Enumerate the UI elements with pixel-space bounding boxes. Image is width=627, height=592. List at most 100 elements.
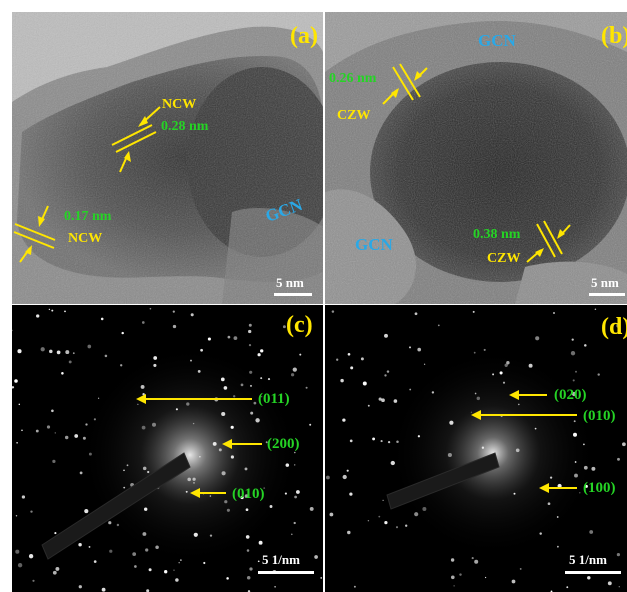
diffraction-spot [372,437,376,441]
diffraction-spot [515,448,520,453]
diffraction-spot [575,370,577,373]
diffraction-spot [30,510,33,513]
diffraction-spot [153,363,157,367]
spot-label-d-020: (020) [554,387,587,403]
spot-arrow-c-011 [136,394,252,404]
diffraction-spot [414,312,418,316]
diffraction-spot [149,307,152,310]
diffraction-spot [192,422,195,425]
diffraction-spot [296,490,300,494]
diffraction-spot [79,471,83,475]
diffraction-spot [331,310,335,313]
diffraction-spot [240,383,244,387]
diffraction-spot [481,446,485,449]
diffraction-spot [18,403,21,406]
diffraction-spot [88,452,92,456]
diffraction-spot [349,492,353,496]
panel-a-label: (a) [290,23,318,49]
diffraction-spot [255,418,260,423]
diffraction-spot [51,309,54,312]
diffraction-spot [245,508,249,512]
diffraction-spot [123,486,126,489]
diffraction-spot [492,373,495,376]
lattice-fringe-marker-a2 [13,205,56,263]
diffraction-spot [260,377,263,380]
diffraction-spot [292,367,297,372]
diffraction-spot [250,411,254,415]
scale-bar-c [258,571,314,574]
diffraction-spot [100,317,104,321]
diffraction-spot [258,540,263,545]
diffraction-spot [274,585,276,588]
diffraction-spot [14,379,18,383]
diffraction-spot [116,523,120,527]
diffraction-spot [474,392,477,395]
diffraction-spot [220,377,225,382]
diffraction-spot [305,386,308,389]
diffraction-spot [40,347,45,352]
diffraction-spot [309,423,312,426]
diffraction-spot [221,471,226,476]
diffraction-spot [78,542,82,547]
diffraction-spot [21,495,26,499]
diffraction-spot [269,505,273,508]
diffraction-spot [230,455,234,459]
diffraction-spot [263,487,266,489]
diffraction-spot [123,469,125,472]
diffraction-spot [320,577,323,579]
diffraction-spot [556,516,559,518]
diffraction-spot [230,425,234,429]
diffraction-spot [470,411,473,413]
diffraction-spot [290,373,295,377]
diffraction-spot [594,308,597,310]
diffraction-spot [17,349,22,354]
diffraction-spot [142,532,147,536]
diffraction-spot [340,378,344,383]
diffraction-spot [248,323,252,327]
scale-bar-label-b: 5 nm [591,275,619,290]
diffraction-spot [203,561,206,565]
diffraction-spot [579,492,581,494]
diffraction-spot [54,532,57,535]
diffraction-spot [15,549,20,554]
diffraction-spot [54,432,57,434]
diffraction-spot [265,441,268,444]
diffraction-spot [291,533,293,536]
diffraction-spot [48,308,51,311]
panel-d-saed: (d) (020) (010) (100) 5 1/nm [325,305,627,592]
diffraction-spot [553,312,555,314]
diffraction-spot [572,379,575,382]
diffraction-spot [459,573,462,576]
diffraction-spot [449,420,454,425]
diffraction-spot [535,336,540,341]
diffraction-spot [109,549,113,553]
diffraction-spot [190,359,192,362]
diffraction-spot [423,363,426,365]
diffraction-spot [87,344,92,349]
diffraction-spot [246,575,251,580]
diffraction-spot [253,401,257,405]
diffraction-spot [226,577,229,580]
diffraction-spot [260,349,264,353]
diffraction-spot [17,563,23,568]
panel-a-micrograph [12,12,323,304]
diffraction-spot [199,456,201,458]
diffraction-spot [245,535,250,539]
lattice-b2-phase: CZW [487,251,521,266]
diffraction-spot [346,469,349,472]
diffraction-spot [583,465,588,470]
diffraction-spot [473,351,476,354]
diffraction-spot [142,392,145,396]
diffraction-spot [557,545,559,548]
diffraction-spot [12,386,15,389]
gcn-region-label-b-bottom: GCN [355,235,393,254]
diffraction-spot [571,391,577,397]
diffraction-spot [32,579,35,582]
diffraction-spot [395,526,399,529]
diffraction-spot [380,440,383,443]
diffraction-spot [248,344,252,347]
diffraction-spot [431,391,435,394]
diffraction-spot [132,552,137,556]
diffraction-spot [16,441,18,444]
diffraction-spot [141,425,146,430]
